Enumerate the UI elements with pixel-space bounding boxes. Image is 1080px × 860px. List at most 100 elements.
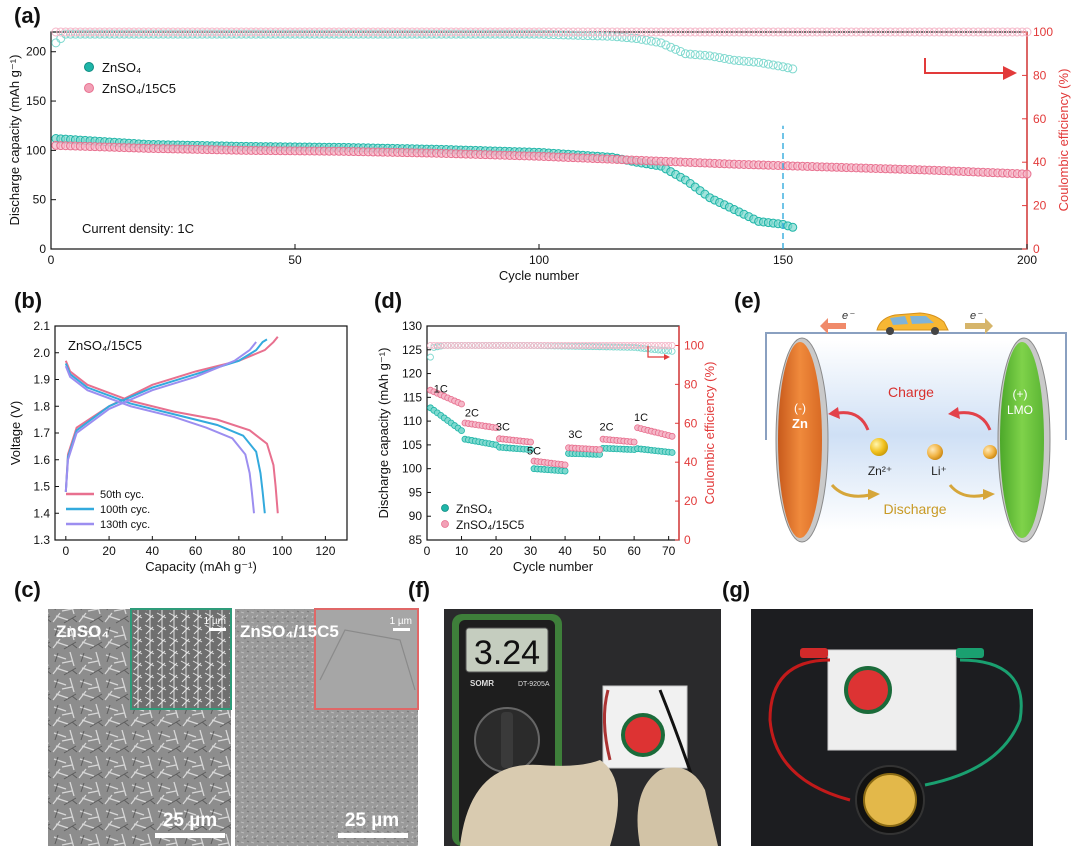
panel-a-point-15c5-efficiency xyxy=(719,27,729,37)
panel-a-point-15c5-efficiency xyxy=(1002,27,1012,37)
panel-a-point-znso4-efficiency xyxy=(153,29,163,39)
panel-a-point-znso4-efficiency xyxy=(612,32,622,42)
panel-a-point-znso4-efficiency xyxy=(558,30,568,40)
panel-label-e: (e) xyxy=(734,288,761,313)
panel-e-electron-arrow-right xyxy=(965,318,993,334)
panel-a-point-znso4-efficiency xyxy=(85,29,95,39)
panel-a-point-15c5-efficiency xyxy=(80,27,90,37)
panel-a-point-znso4-efficiency xyxy=(105,29,115,39)
panel-e-discharge-arrowhead-right xyxy=(983,489,995,500)
panel-a-point-15c5-efficiency xyxy=(690,27,700,37)
panel-a-point-15c5-efficiency xyxy=(461,27,471,37)
panel-a-point-15c5-efficiency xyxy=(90,27,100,37)
panel-a-point-znso4-efficiency xyxy=(432,29,442,39)
panel-a-point-15c5-efficiency xyxy=(432,27,442,37)
panel-a-point-15c5-efficiency xyxy=(558,27,568,37)
panel-e-anode-sign: (-) xyxy=(794,401,806,415)
panel-a-point-znso4-efficiency xyxy=(129,29,139,39)
panel-d-ytick-label: 110 xyxy=(403,414,422,428)
panel-a-point-15c5-efficiency xyxy=(998,27,1008,37)
panel-a-point-15c5-efficiency xyxy=(666,27,676,37)
panel-d-point-15c5-efficiency xyxy=(430,342,438,349)
panel-a-point-znso4-efficiency xyxy=(100,29,110,39)
panel-a-point-15c5-efficiency xyxy=(871,27,881,37)
panel-a-point-znso4-efficiency xyxy=(202,29,212,39)
panel-d-point-15c5-efficiency xyxy=(454,342,462,349)
panel-d-y2tick-label: 60 xyxy=(684,416,698,430)
multimeter-brand: SOMR xyxy=(470,679,494,688)
panel-a-ytick-label: 0 xyxy=(39,242,46,256)
panel-d-ytick-label: 105 xyxy=(402,438,422,452)
panel-a-point-znso4-efficiency xyxy=(188,29,198,39)
panel-b-ytick-label: 1.3 xyxy=(33,533,50,547)
panel-a-point-znso4-efficiency xyxy=(568,30,578,40)
panel-a-point-znso4-efficiency xyxy=(656,38,666,48)
panel-label-d: (d) xyxy=(374,288,403,313)
panel-d-point-15c5-efficiency xyxy=(623,342,631,349)
panel-a-point-15c5-efficiency xyxy=(588,27,598,37)
panel-a-point-15c5-efficiency xyxy=(407,27,417,37)
panel-a-point-znso4-efficiency xyxy=(266,29,276,39)
panel-a-point-znso4-efficiency xyxy=(529,29,539,39)
panel-a-point-znso4-efficiency xyxy=(397,29,407,39)
panel-a-ytick-label: 50 xyxy=(33,193,47,207)
panel-a-point-znso4-efficiency xyxy=(305,29,315,39)
panel-a-point-15c5-efficiency xyxy=(578,27,588,37)
panel-b-curve-discharge xyxy=(64,363,266,514)
panel-a-point-znso4-efficiency xyxy=(744,57,754,67)
panel-a-point-15c5-efficiency xyxy=(549,27,559,37)
panel-a-point-znso4-efficiency xyxy=(407,29,417,39)
panel-a-point-znso4-efficiency xyxy=(368,29,378,39)
panel-a-point-15c5-efficiency xyxy=(490,27,500,37)
panel-a-point-znso4-efficiency xyxy=(783,63,793,73)
panel-d-point-15c5-efficiency xyxy=(540,342,548,349)
panel-a-point-znso4-efficiency xyxy=(383,29,393,39)
panel-a-y2tick-label: 20 xyxy=(1033,199,1047,213)
panel-a-point-znso4-efficiency xyxy=(549,30,559,40)
panel-a-point-15c5-efficiency xyxy=(876,27,886,37)
panel-a-point-15c5-efficiency xyxy=(139,27,149,37)
panel-b-title: ZnSO₄/15C5 xyxy=(68,338,142,353)
panel-a-point-znso4-efficiency xyxy=(627,33,637,43)
panel-a-point-15c5-efficiency xyxy=(290,27,300,37)
panel-a-point-znso4-efficiency xyxy=(148,29,158,39)
panel-a-point-15c5-efficiency xyxy=(837,27,847,37)
panel-d-point-15c5-efficiency xyxy=(464,342,472,349)
panel-d-point-znso4-efficiency xyxy=(661,347,669,355)
panel-a-point-15c5-efficiency xyxy=(95,27,105,37)
panel-a-point-znso4-efficiency xyxy=(700,50,710,60)
panel-a-point-znso4-efficiency xyxy=(183,29,193,39)
panel-a-point-znso4-efficiency xyxy=(519,29,529,39)
panel-d-point-15c5-efficiency xyxy=(654,342,662,349)
panel-e-discharge-arrow-right xyxy=(948,484,986,498)
panel-g-cell-logo xyxy=(844,666,892,714)
panel-a-point-15c5-efficiency xyxy=(475,27,485,37)
panel-a-point-15c5-efficiency xyxy=(70,27,80,37)
panel-a-point-15c5-efficiency xyxy=(446,27,456,37)
panel-d-ytick-label: 100 xyxy=(402,462,422,476)
panel-b-ytick-label: 1.4 xyxy=(33,506,50,520)
panel-a-point-znso4-efficiency xyxy=(729,55,739,65)
panel-a-point-znso4-efficiency xyxy=(163,29,173,39)
panel-a-point-15c5-efficiency xyxy=(890,27,900,37)
panel-a-point-15c5-efficiency xyxy=(524,27,534,37)
panel-a-point-znso4-efficiency xyxy=(554,30,564,40)
panel-a-point-znso4-efficiency xyxy=(310,29,320,39)
panel-d-point-15c5-efficiency xyxy=(451,342,459,349)
panel-a-point-znso4-efficiency xyxy=(524,29,534,39)
panel-a-point-15c5-efficiency xyxy=(944,27,954,37)
panel-a-point-znso4-efficiency xyxy=(680,49,690,59)
panel-a-point-15c5-efficiency xyxy=(231,27,241,37)
panel-a-point-15c5-efficiency xyxy=(85,27,95,37)
panel-a-point-znso4-efficiency xyxy=(456,29,466,39)
panel-b-xlabel: Capacity (mAh g⁻¹) xyxy=(145,559,257,574)
panel-b-ytick-label: 2.0 xyxy=(33,346,50,360)
multimeter-dial-knob xyxy=(501,712,513,768)
panel-d-point-15c5-efficiency xyxy=(592,342,600,349)
panel-a-point-15c5-efficiency xyxy=(324,27,334,37)
panel-b-xtick-label: 60 xyxy=(189,544,203,558)
panel-a-point-15c5-efficiency xyxy=(480,27,490,37)
panel-a-point-15c5-efficiency xyxy=(758,27,768,37)
panel-c-inset-scale-left: 1 µm xyxy=(204,616,226,627)
